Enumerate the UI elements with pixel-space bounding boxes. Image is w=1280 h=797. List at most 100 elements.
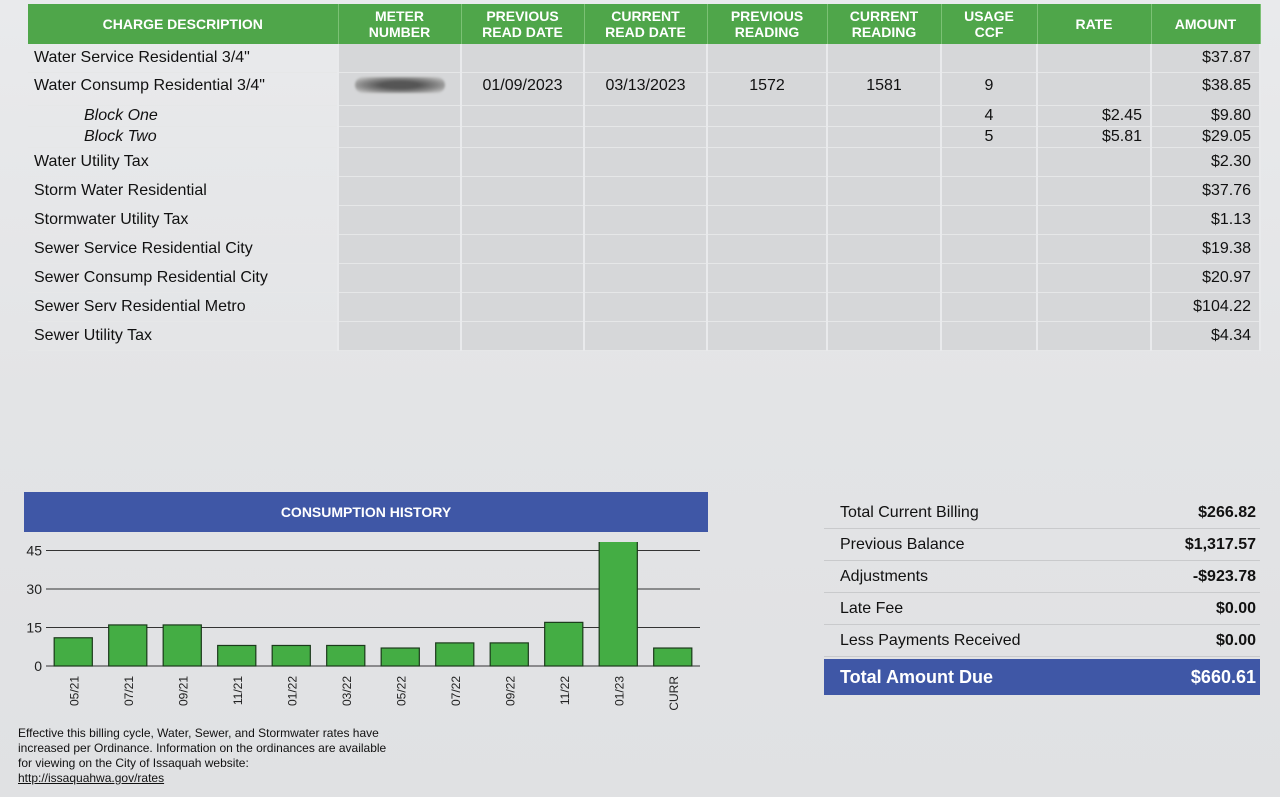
x-tick-label: 07/21 xyxy=(122,676,136,706)
charge-description: Sewer Service Residential City xyxy=(28,234,339,264)
consumption-bar xyxy=(217,644,257,667)
consumption-bar xyxy=(53,637,93,667)
table-row: Stormwater Utility Tax $1.13 xyxy=(28,205,1261,235)
table-row: Sewer Serv Residential Metro $104.22 xyxy=(28,292,1261,322)
consumption-bar xyxy=(326,644,366,667)
consumption-bar xyxy=(108,624,148,667)
total-label: Less Payments Received xyxy=(840,631,1021,649)
late-fee-row: Late Fee $0.00 xyxy=(824,593,1260,625)
header-current-read-date: CURRENT READ DATE xyxy=(584,4,708,44)
charge-description: Water Consump Residential 3/4" xyxy=(28,72,339,106)
consumption-history-panel: CONSUMPTION HISTORY 01530456005/2107/210… xyxy=(24,492,708,788)
header-meter-number: METER NUMBER xyxy=(338,4,462,44)
table-row: Sewer Service Residential City $19.38 xyxy=(28,234,1261,264)
total-amount-due-row: Total Amount Due $660.61 xyxy=(824,659,1260,695)
consumption-chart: 01530456005/2107/2109/2111/2101/2203/220… xyxy=(26,542,700,711)
charge-amount: $20.97 xyxy=(1151,263,1261,293)
charge-amount: $37.76 xyxy=(1151,176,1261,206)
redacted-meter-number xyxy=(354,77,445,93)
charge-description: Sewer Utility Tax xyxy=(28,321,339,351)
total-label: Total Current Billing xyxy=(840,503,979,521)
x-tick-label: 03/22 xyxy=(340,676,354,706)
y-tick-label: 45 xyxy=(26,543,42,559)
consumption-bar xyxy=(489,642,529,667)
header-current-read-date-label: CURRENT READ DATE xyxy=(605,8,686,40)
header-previous-read-date: PREVIOUS READ DATE xyxy=(461,4,585,44)
charge-amount: $1.13 xyxy=(1151,205,1261,235)
previous-reading: 1572 xyxy=(707,72,828,106)
consumption-bar xyxy=(380,647,420,667)
x-tick-label: 01/22 xyxy=(285,676,299,706)
header-previous-reading-label: PREVIOUS READING xyxy=(730,8,804,40)
x-tick-label: 11/21 xyxy=(231,676,245,705)
total-value: -$923.78 xyxy=(1192,567,1256,585)
x-tick-label: 05/21 xyxy=(67,676,81,706)
total-label: Adjustments xyxy=(840,567,929,585)
previous-balance-row: Previous Balance $1,317.57 xyxy=(824,529,1260,561)
total-value: $266.82 xyxy=(1198,503,1256,521)
adjustments-row: Adjustments -$923.78 xyxy=(824,561,1260,593)
charge-description: Water Service Residential 3/4" xyxy=(28,44,339,73)
x-tick-label: 07/22 xyxy=(449,676,463,706)
charge-description: Storm Water Residential xyxy=(28,176,339,206)
header-usage-ccf: USAGE CCF xyxy=(941,4,1038,44)
charge-amount: $2.30 xyxy=(1151,147,1261,177)
rates-link[interactable]: http://issaquahwa.gov/rates xyxy=(18,771,165,785)
charge-amount: $19.38 xyxy=(1151,234,1261,264)
header-amount: AMOUNT xyxy=(1151,4,1261,44)
consumption-bar xyxy=(544,621,584,667)
consumption-bar xyxy=(271,644,311,667)
usage-ccf: 9 xyxy=(941,72,1038,106)
rate: $5.81 xyxy=(1037,126,1152,148)
consumption-bar xyxy=(435,642,475,667)
x-tick-label: 05/22 xyxy=(394,676,408,706)
total-value: $0.00 xyxy=(1215,599,1256,617)
total-value: $0.00 xyxy=(1215,631,1256,649)
consumption-bar xyxy=(653,647,693,667)
x-tick-label: 11/22 xyxy=(558,676,572,705)
table-row: Storm Water Residential $37.76 xyxy=(28,176,1261,206)
charge-amount: $4.34 xyxy=(1151,321,1261,351)
consumption-bar xyxy=(598,542,638,667)
rate-notice: Effective this billing cycle, Water, Sew… xyxy=(18,726,388,786)
previous-read-date: 01/09/2023 xyxy=(461,72,585,106)
table-row: Block One 4 $2.45 $9.80 xyxy=(28,105,1261,127)
total-due-value: $660.61 xyxy=(1190,666,1256,687)
total-label: Previous Balance xyxy=(840,535,965,553)
x-tick-label: CURR xyxy=(667,676,681,711)
total-due-label: Total Amount Due xyxy=(840,666,993,687)
header-rate: RATE xyxy=(1037,4,1152,44)
total-current-billing-row: Total Current Billing $266.82 xyxy=(824,497,1260,529)
x-tick-label: 01/23 xyxy=(612,676,626,706)
table-row: Water Service Residential 3/4" $37.87 xyxy=(28,44,1261,73)
charge-description: Water Utility Tax xyxy=(28,147,339,177)
block-description: Block One xyxy=(28,105,339,127)
charge-amount: $29.05 xyxy=(1151,126,1261,148)
charge-description: Sewer Consump Residential City xyxy=(28,263,339,293)
consumption-bar xyxy=(162,624,202,667)
charge-amount: $9.80 xyxy=(1151,105,1261,127)
consumption-history-title: CONSUMPTION HISTORY xyxy=(24,492,708,532)
table-row: Water Consump Residential 3/4" 01/09/202… xyxy=(28,72,1261,106)
header-current-reading-label: CURRENT READING xyxy=(849,8,919,40)
table-row: Sewer Utility Tax $4.34 xyxy=(28,321,1261,351)
rate: $2.45 xyxy=(1037,105,1152,127)
block-description: Block Two xyxy=(28,126,339,148)
current-read-date: 03/13/2023 xyxy=(584,72,708,106)
charge-amount: $104.22 xyxy=(1151,292,1261,322)
table-row: Sewer Consump Residential City $20.97 xyxy=(28,263,1261,293)
total-value: $1,317.57 xyxy=(1184,535,1256,553)
charge-description: Stormwater Utility Tax xyxy=(28,205,339,235)
x-tick-label: 09/22 xyxy=(503,676,517,706)
header-previous-read-date-label: PREVIOUS READ DATE xyxy=(482,8,563,40)
rate-notice-text: Effective this billing cycle, Water, Sew… xyxy=(18,726,387,770)
header-usage-ccf-label: USAGE CCF xyxy=(964,8,1014,40)
table-row: Water Utility Tax $2.30 xyxy=(28,147,1261,177)
usage-ccf: 4 xyxy=(941,105,1038,127)
meter-number xyxy=(338,72,462,106)
charges-table: CHARGE DESCRIPTION METER NUMBER PREVIOUS… xyxy=(28,4,1261,351)
header-current-reading: CURRENT READING xyxy=(827,4,942,44)
y-tick-label: 30 xyxy=(26,581,42,597)
charge-amount: $37.87 xyxy=(1151,44,1261,73)
total-label: Late Fee xyxy=(840,599,904,617)
